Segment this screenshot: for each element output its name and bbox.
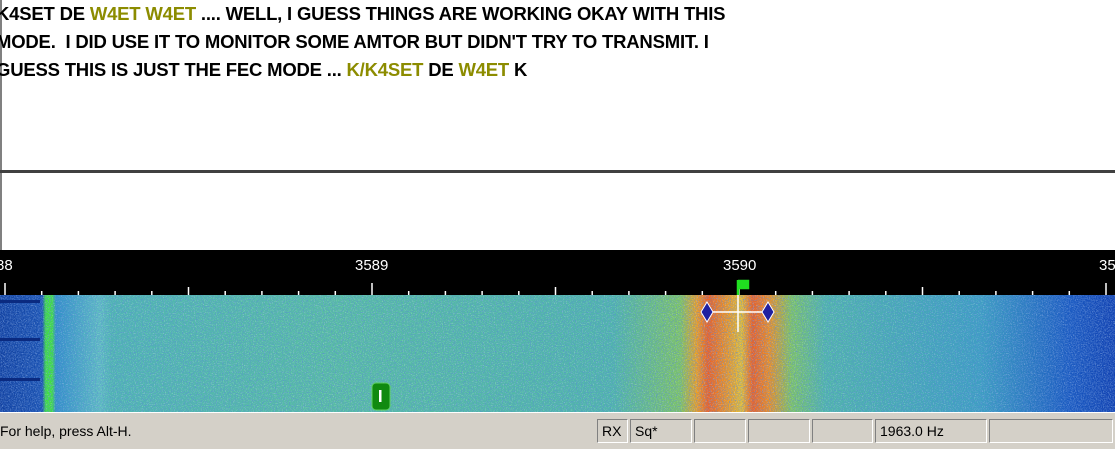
frequency-panel[interactable]: 1963.0 Hz bbox=[875, 419, 987, 443]
received-text: GUESS THIS IS JUST THE FEC MODE ... bbox=[0, 59, 347, 80]
callsign[interactable]: W4ET W4ET bbox=[89, 3, 196, 24]
status-panel bbox=[694, 419, 746, 443]
received-line: GUESS THIS IS JUST THE FEC MODE ... K/K4… bbox=[0, 59, 527, 81]
receive-pane[interactable]: K4SET DE W4ET W4ET .... WELL, I GUESS TH… bbox=[0, 0, 1115, 170]
received-line: MODE. I DID USE IT TO MONITOR SOME AMTOR… bbox=[0, 31, 709, 53]
received-text: MODE. I DID USE IT TO MONITOR SOME AMTOR… bbox=[0, 31, 709, 52]
squelch-panel[interactable]: Sq* bbox=[630, 419, 692, 443]
received-text: K4SET DE bbox=[0, 3, 90, 24]
help-text: For help, press Alt-H. bbox=[0, 423, 132, 439]
pane-splitter[interactable] bbox=[0, 170, 1115, 173]
received-line: K4SET DE W4ET W4ET .... WELL, I GUESS TH… bbox=[0, 3, 725, 25]
callsign[interactable]: W4ET bbox=[458, 59, 510, 80]
received-text: DE bbox=[423, 59, 459, 80]
status-panel bbox=[989, 419, 1113, 443]
received-text: K bbox=[509, 59, 528, 80]
ruler-label: 88 bbox=[0, 257, 13, 274]
tuning-flag[interactable] bbox=[736, 279, 750, 295]
ruler-ticks bbox=[4, 283, 1107, 295]
transmit-pane[interactable] bbox=[0, 173, 1115, 250]
ruler-label: 3589 bbox=[355, 257, 388, 274]
bandwidth-marker-left[interactable] bbox=[700, 301, 714, 323]
stripe bbox=[0, 378, 40, 381]
spectrum-speckle bbox=[0, 295, 1115, 412]
waterfall[interactable]: 88 3589 3590 35 bbox=[0, 250, 1115, 412]
ruler-label: 35 bbox=[1099, 257, 1115, 274]
callsign[interactable]: K/K4SET bbox=[346, 59, 424, 80]
status-panel bbox=[748, 419, 810, 443]
rx-panel[interactable]: RX bbox=[597, 419, 628, 443]
status-bar: For help, press Alt-H. RX Sq* 1963.0 Hz bbox=[0, 412, 1115, 449]
received-text: .... WELL, I GUESS THINGS ARE WORKING OK… bbox=[195, 3, 726, 24]
status-panel bbox=[812, 419, 873, 443]
marker-glyph bbox=[379, 390, 382, 402]
stripe bbox=[0, 338, 40, 341]
ruler-label: 3590 bbox=[723, 257, 756, 274]
stripe bbox=[0, 300, 40, 303]
bandwidth-marker-right[interactable] bbox=[761, 301, 775, 323]
frequency-ruler[interactable] bbox=[0, 250, 1115, 295]
